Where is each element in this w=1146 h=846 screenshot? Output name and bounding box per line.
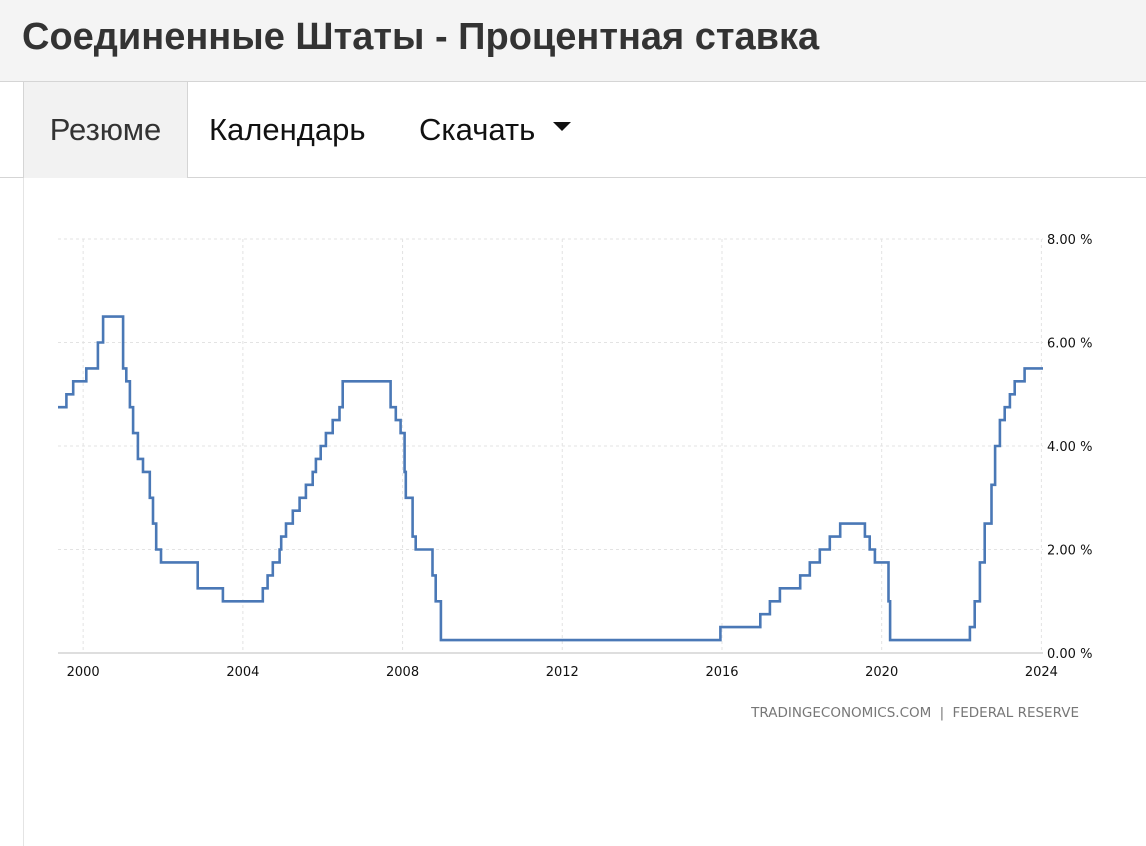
y-tick-label: 2.00 %: [1047, 544, 1092, 559]
tab-download-label: Скачать: [419, 112, 536, 147]
source-site[interactable]: TRADINGECONOMICS.COM: [751, 705, 932, 721]
source-separator: |: [939, 705, 945, 721]
content-border: [23, 178, 24, 846]
x-tick-label: 2004: [226, 665, 259, 680]
x-tick-label: 2008: [386, 665, 419, 680]
x-axis-ticks: 2000 2004 2008 2012 2016 2020 2024: [67, 665, 1058, 680]
x-tick-label: 2020: [865, 665, 898, 680]
y-tick-label: 8.00 %: [1047, 233, 1092, 248]
tabs-bar: Резюме Календарь Скачать: [0, 82, 1146, 178]
caret-down-icon: [553, 122, 572, 132]
y-tick-label: 0.00 %: [1047, 647, 1092, 662]
x-tick-label: 2000: [67, 665, 100, 680]
chart-series: [58, 315, 1043, 642]
y-tick-label: 6.00 %: [1047, 337, 1092, 352]
source-provider[interactable]: FEDERAL RESERVE: [952, 705, 1079, 721]
chart-grid: [58, 238, 1043, 654]
source-attribution: TRADINGECONOMICS.COM | FEDERAL RESERVE: [751, 705, 1079, 721]
page-title: Соединенные Штаты - Процентная ставка: [22, 16, 820, 58]
x-tick-label: 2016: [705, 665, 738, 680]
tab-summary[interactable]: Резюме: [23, 82, 188, 178]
y-axis-ticks: 0.00 % 2.00 % 4.00 % 6.00 % 8.00 %: [1047, 233, 1092, 662]
tab-calendar[interactable]: Календарь: [209, 112, 366, 147]
interest-rate-line: [58, 315, 1043, 642]
tab-download[interactable]: Скачать: [419, 82, 572, 177]
x-tick-label: 2024: [1025, 665, 1058, 680]
y-tick-label: 4.00 %: [1047, 440, 1092, 455]
title-bar: Соединенные Штаты - Процентная ставка: [0, 0, 1146, 82]
x-tick-label: 2012: [546, 665, 579, 680]
